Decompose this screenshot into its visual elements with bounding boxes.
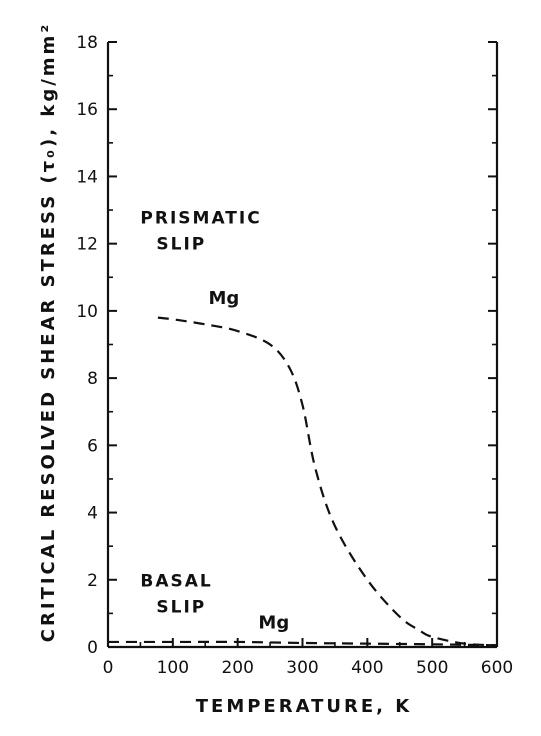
series-label: Mg xyxy=(208,288,239,309)
x-tick-label: 200 xyxy=(221,658,253,678)
y-tick-label: 0 xyxy=(87,638,98,658)
axes xyxy=(106,42,499,649)
x-axis-label: TEMPERATURE, K xyxy=(196,696,412,717)
annotation-text: SLIP xyxy=(156,235,206,255)
y-tick-label: 4 xyxy=(87,504,98,524)
annotations: PRISMATIC SLIP BASAL SLIP Mg Mg xyxy=(140,209,289,634)
series-label: Mg xyxy=(258,613,289,634)
x-tick-label: 600 xyxy=(481,658,513,678)
y-tick-label: 6 xyxy=(87,436,98,456)
y-axis-label: CRITICAL RESOLVED SHEAR STRESS (τ₀), kg/… xyxy=(38,22,59,642)
y-tick-label: 2 xyxy=(87,571,98,591)
chart-labels: TEMPERATURE, K CRITICAL RESOLVED SHEAR S… xyxy=(38,22,412,717)
x-tick-label: 100 xyxy=(157,658,189,678)
annotation-text: PRISMATIC xyxy=(140,209,261,229)
y-tick-label: 14 xyxy=(76,167,98,187)
y-tick-label: 8 xyxy=(87,369,98,389)
x-tick-label: 0 xyxy=(103,658,114,678)
annotation-text: BASAL xyxy=(140,572,212,592)
series-lines xyxy=(108,316,498,647)
series-line-1 xyxy=(108,640,498,647)
x-tick-label: 400 xyxy=(351,658,383,678)
annotation-text: SLIP xyxy=(156,598,206,618)
y-tick-label: 18 xyxy=(76,33,98,53)
y-tick-label: 12 xyxy=(76,235,98,255)
x-tick-label: 300 xyxy=(286,658,318,678)
y-tick-label: 10 xyxy=(76,302,98,322)
x-tick-label: 500 xyxy=(416,658,448,678)
ticks: 0 2 4 6 8 10 12 14 16 18 0 100 200 300 400 500 600 xyxy=(76,33,513,678)
y-tick-label: 16 xyxy=(76,100,98,120)
series-line-0 xyxy=(157,316,498,647)
